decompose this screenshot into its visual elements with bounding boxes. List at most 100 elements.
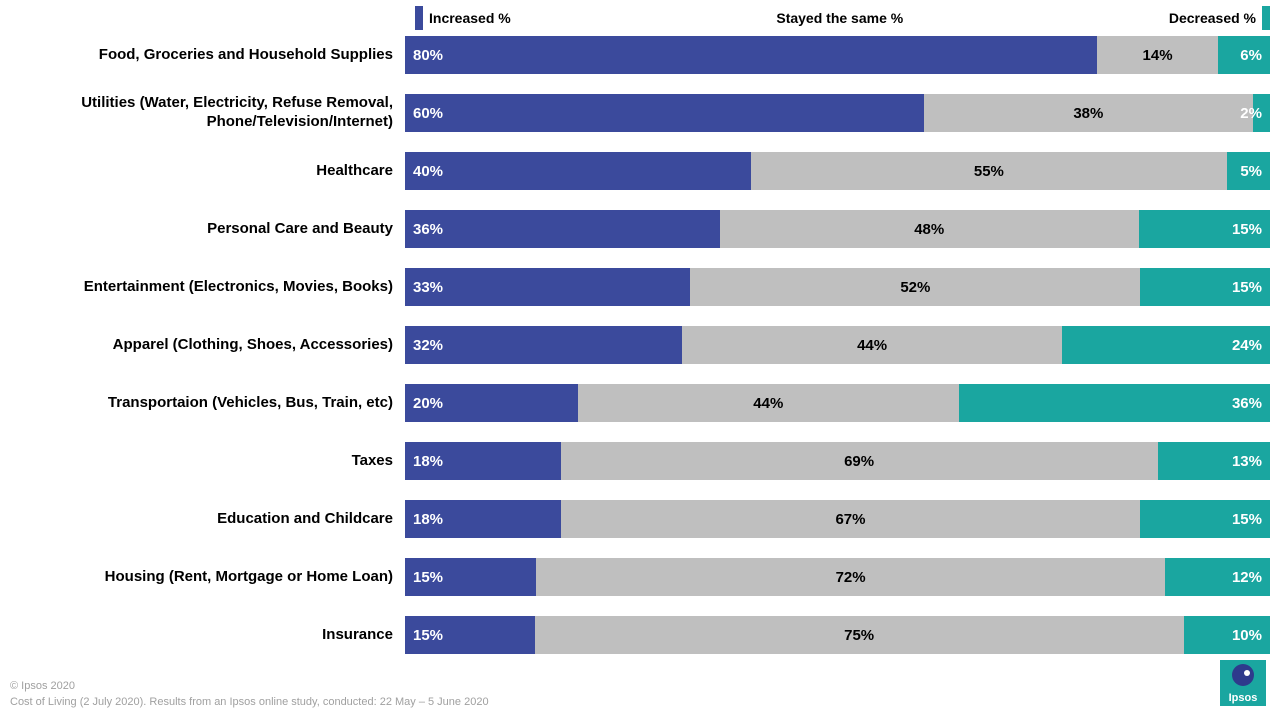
category-label: Taxes xyxy=(0,452,405,471)
chart-row: Entertainment (Electronics, Movies, Book… xyxy=(0,262,1270,312)
segment-stayed: 14% xyxy=(1097,36,1218,74)
segment-increased: 33% xyxy=(405,268,690,306)
category-label: Utilities (Water, Electricity, Refuse Re… xyxy=(0,94,405,132)
segment-stayed-value: 14% xyxy=(1143,47,1173,64)
legend-increased: Increased % xyxy=(415,6,511,30)
segment-decreased: 15% xyxy=(1140,500,1270,538)
segment-increased-value: 15% xyxy=(413,627,443,644)
segment-decreased-value: 2% xyxy=(1240,105,1262,122)
category-label: Insurance xyxy=(0,626,405,645)
segment-stayed-value: 52% xyxy=(900,279,930,296)
chart-row: Utilities (Water, Electricity, Refuse Re… xyxy=(0,88,1270,138)
segment-decreased-value: 12% xyxy=(1232,569,1262,586)
segment-stayed-value: 67% xyxy=(835,511,865,528)
stacked-bar: 33% 52% 15% xyxy=(405,268,1270,306)
segment-decreased: 13% xyxy=(1158,442,1270,480)
legend-decreased-swatch xyxy=(1262,6,1270,30)
legend-stayed-label: Stayed the same % xyxy=(776,10,903,26)
segment-stayed-value: 48% xyxy=(914,221,944,238)
footer-copyright: © Ipsos 2020 xyxy=(10,679,489,694)
segment-increased: 18% xyxy=(405,500,561,538)
segment-increased-value: 60% xyxy=(413,105,443,122)
segment-decreased-value: 36% xyxy=(1232,395,1262,412)
segment-stayed-value: 55% xyxy=(974,163,1004,180)
category-label: Education and Childcare xyxy=(0,510,405,529)
segment-increased-value: 20% xyxy=(413,395,443,412)
segment-stayed: 44% xyxy=(682,326,1063,364)
segment-stayed: 52% xyxy=(690,268,1140,306)
segment-increased: 15% xyxy=(405,616,535,654)
legend-stayed: Stayed the same % xyxy=(776,10,903,26)
category-label: Personal Care and Beauty xyxy=(0,220,405,239)
category-label: Apparel (Clothing, Shoes, Accessories) xyxy=(0,336,405,355)
segment-decreased-value: 15% xyxy=(1232,221,1262,238)
stacked-bar: 15% 75% 10% xyxy=(405,616,1270,654)
segment-stayed-value: 44% xyxy=(753,395,783,412)
segment-increased-value: 18% xyxy=(413,453,443,470)
segment-increased-value: 32% xyxy=(413,337,443,354)
segment-increased-value: 36% xyxy=(413,221,443,238)
segment-decreased-value: 6% xyxy=(1240,47,1262,64)
category-label: Food, Groceries and Household Supplies xyxy=(0,46,405,65)
segment-decreased: 2% xyxy=(1253,94,1270,132)
segment-decreased-value: 5% xyxy=(1240,163,1262,180)
segment-decreased-value: 15% xyxy=(1232,279,1262,296)
segment-increased-value: 40% xyxy=(413,163,443,180)
segment-increased: 15% xyxy=(405,558,536,596)
stacked-bar: 36% 48% 15% xyxy=(405,210,1270,248)
segment-stayed: 72% xyxy=(536,558,1165,596)
segment-decreased: 15% xyxy=(1139,210,1270,248)
segment-decreased: 5% xyxy=(1227,152,1270,190)
segment-increased: 80% xyxy=(405,36,1097,74)
chart-row: Taxes 18% 69%13% xyxy=(0,436,1270,486)
segment-increased-value: 15% xyxy=(413,569,443,586)
ipsos-logo: Ipsos xyxy=(1220,660,1266,706)
segment-stayed: 75% xyxy=(535,616,1184,654)
segment-stayed: 48% xyxy=(720,210,1139,248)
legend-increased-label: Increased % xyxy=(429,10,511,26)
chart-row: Housing (Rent, Mortgage or Home Loan)15%… xyxy=(0,552,1270,602)
segment-decreased: 10% xyxy=(1184,616,1271,654)
segment-stayed: 55% xyxy=(751,152,1227,190)
ipsos-logo-icon xyxy=(1232,664,1254,686)
stacked-bar: 40% 55% 5% xyxy=(405,152,1270,190)
segment-decreased: 6% xyxy=(1218,36,1270,74)
segment-stayed-value: 38% xyxy=(1073,105,1103,122)
stacked-bar: 60% 38% 2% xyxy=(405,94,1270,132)
segment-increased: 40% xyxy=(405,152,751,190)
footer-source: Cost of Living (2 July 2020). Results fr… xyxy=(10,695,489,710)
segment-stayed: 44% xyxy=(578,384,959,422)
segment-decreased-value: 24% xyxy=(1232,337,1262,354)
chart-legend: Increased % Stayed the same % Decreased … xyxy=(415,8,1270,28)
segment-stayed: 69% xyxy=(561,442,1158,480)
footer-attribution: © Ipsos 2020 Cost of Living (2 July 2020… xyxy=(10,679,489,710)
segment-stayed-value: 44% xyxy=(857,337,887,354)
chart-row: Food, Groceries and Household Supplies 80… xyxy=(0,30,1270,80)
chart-row: Transportaion (Vehicles, Bus, Train, etc… xyxy=(0,378,1270,428)
ipsos-logo-text: Ipsos xyxy=(1229,692,1258,704)
stacked-bar: 32% 44% 24% xyxy=(405,326,1270,364)
chart-row: Healthcare 40% 55% 5% xyxy=(0,146,1270,196)
segment-increased: 36% xyxy=(405,210,720,248)
segment-decreased: 15% xyxy=(1140,268,1270,306)
chart-area: Food, Groceries and Household Supplies 80… xyxy=(0,30,1270,668)
category-label: Housing (Rent, Mortgage or Home Loan) xyxy=(0,568,405,587)
category-label: Entertainment (Electronics, Movies, Book… xyxy=(0,278,405,297)
segment-decreased-value: 10% xyxy=(1232,627,1262,644)
legend-decreased-label: Decreased % xyxy=(1169,10,1256,26)
stacked-bar: 20% 44% 36% xyxy=(405,384,1270,422)
chart-row: Apparel (Clothing, Shoes, Accessories)32… xyxy=(0,320,1270,370)
category-label: Healthcare xyxy=(0,162,405,181)
segment-decreased: 12% xyxy=(1165,558,1270,596)
segment-increased: 18% xyxy=(405,442,561,480)
stacked-bar: 18% 69%13% xyxy=(405,442,1270,480)
chart-row: Personal Care and Beauty 36% 48% 15% xyxy=(0,204,1270,254)
segment-stayed-value: 72% xyxy=(836,569,866,586)
segment-stayed: 67% xyxy=(561,500,1141,538)
stacked-bar: 15% 72% 12% xyxy=(405,558,1270,596)
segment-increased-value: 80% xyxy=(413,47,443,64)
segment-stayed: 38% xyxy=(924,94,1253,132)
segment-increased: 60% xyxy=(405,94,924,132)
segment-increased: 20% xyxy=(405,384,578,422)
segment-increased: 32% xyxy=(405,326,682,364)
